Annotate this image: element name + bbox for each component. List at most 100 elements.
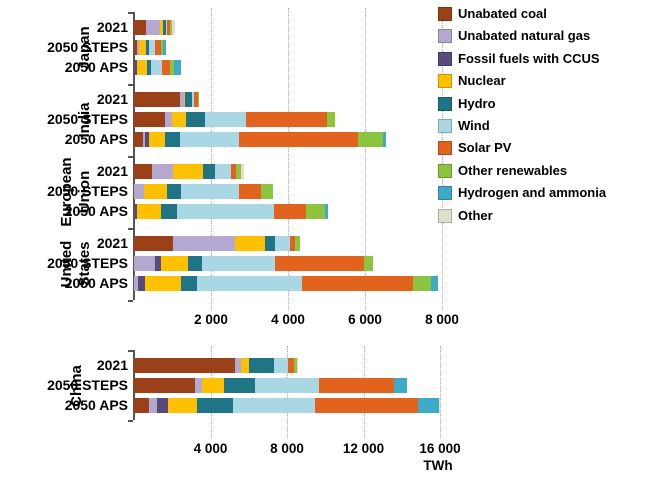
legend-swatch [438,118,452,133]
bar-segment [287,358,294,373]
legend-swatch [438,163,452,178]
legend-item: Wind [438,118,606,134]
bar-segment [241,358,250,373]
bar-segment [357,132,384,147]
stacked-bar [134,40,454,55]
bar-segment [134,256,155,271]
bar-segment [166,20,170,35]
bar-segment [261,184,274,199]
stacked-bar [134,132,454,147]
legend-swatch [438,7,452,21]
bar-segment [150,60,162,75]
bar-segment [180,276,197,291]
bar-segment [201,378,225,393]
bar-segment [238,132,358,147]
scenario-row-label: 2050 STEPS [47,183,128,199]
bar-segment [162,20,166,35]
bar-segment [196,276,303,291]
stacked-bar [134,276,454,291]
y-axis-line [133,12,135,300]
bar-segment [134,184,144,199]
bar-segment [154,256,161,271]
axis-unit-label: TWh [423,458,453,473]
legend-swatch [438,208,452,223]
stacked-bar [134,204,454,219]
bar-segment [394,378,407,393]
bar-segment [179,132,239,147]
bar-segment [180,184,239,199]
bar-segment [274,204,306,219]
x-axis-tick-label: 12 000 [342,441,385,456]
stacked-bar [134,398,454,413]
bar-segment [162,40,166,55]
bar-segment [148,398,157,413]
bar-segment [289,236,295,251]
bar-segment [185,112,206,127]
bar-segment [165,20,167,35]
bar-segment [134,276,139,291]
bar-segment [154,40,161,55]
bar-segment [413,276,432,291]
bar-segment [148,40,155,55]
legend-label: Nuclear [458,73,506,89]
bar-segment [294,236,300,251]
legend-swatch [438,74,452,89]
bar-segment [145,20,160,35]
grid-line [211,8,212,310]
y-axis-group-tick [128,420,133,422]
stacked-bar [134,184,454,199]
bar-segment [142,132,145,147]
scenario-row-label: 2050 STEPS [47,111,128,127]
stacked-bar [134,236,454,251]
legend-item: Unabated coal [438,6,606,22]
bar-segment [179,92,184,107]
bar-segment [172,236,236,251]
x-axis-tick-label: 6 000 [348,312,382,327]
legend-label: Hydro [458,95,496,111]
stacked-bar [134,378,454,393]
stacked-bar [134,20,454,35]
bar-segment [417,398,439,413]
bar-segment [215,164,232,179]
bar-segment [144,132,149,147]
stacked-bar [134,164,454,179]
bar-segment [171,20,175,35]
legend-label: Other [458,207,493,223]
legend: Unabated coal Unabated natural gas Fossil … [438,6,606,224]
legend-swatch [438,51,452,66]
scenario-row-label: 2021 [96,235,128,251]
bar-segment [236,164,242,179]
bar-segment [235,236,266,251]
grid-line [365,8,366,310]
legend-item: Nuclear [438,73,606,89]
bar-segment [383,132,387,147]
bar-segment [231,164,237,179]
stacked-bar [134,256,454,271]
bar-segment [134,358,236,373]
grid-line [288,8,289,310]
legend-swatch [438,186,452,201]
grid-line [440,346,441,438]
bar-segment [169,20,172,35]
bar-segment [134,92,180,107]
bar-segment [169,60,174,75]
legend-label: Unabated coal [458,6,547,21]
legend-item: Fossil fuels with CCUS [438,51,606,67]
bar-segment [275,236,290,251]
bar-segment [159,20,163,35]
bar-segment [171,112,186,127]
bar-segment [314,398,418,413]
bar-segment [274,256,365,271]
bar-segment [183,92,186,107]
bar-segment [185,92,192,107]
bar-segment [197,398,234,413]
bar-segment [138,40,146,55]
y-axis-group-tick [128,228,133,230]
bar-segment [134,398,149,413]
bar-segment [194,378,202,393]
bar-segment [134,60,137,75]
bar-segment [148,132,165,147]
bar-segment [144,184,167,199]
legend-item: Other renewables [438,163,606,179]
scenario-row-label: 2050 APS [64,203,128,219]
